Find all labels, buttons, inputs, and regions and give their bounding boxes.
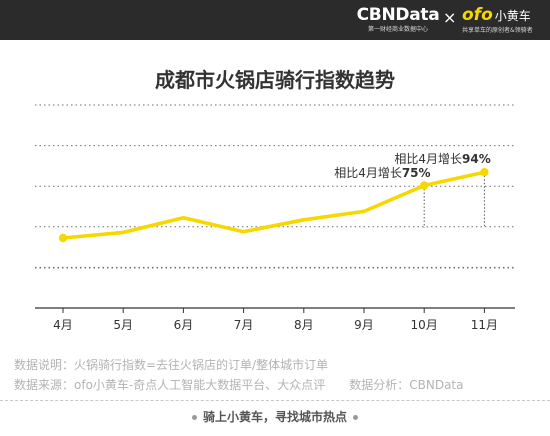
cross-icon: ×: [443, 8, 457, 27]
series-layer: [61, 170, 487, 240]
data-point: [241, 229, 246, 234]
x-axis-ticks: 4月 5月 6月 7月 8月 9月 10月 11月: [53, 308, 498, 332]
data-point: [181, 215, 186, 220]
chart-title: 成都市火锅店骑行指数趋势: [155, 68, 395, 92]
data-point: [58, 233, 68, 243]
highlight-points: [58, 168, 489, 243]
ofo-logo-word: ofo: [462, 5, 493, 25]
ofo-logo: ofo 小黄车 共享单车的原创者&领骑者: [462, 6, 542, 35]
annotation-value: 75%: [401, 165, 431, 180]
header-bar: CBNData 第一财经商业数据中心 × ofo 小黄车 共享单车的原创者&领骑者: [0, 0, 550, 40]
x-tick-label: 7月: [234, 318, 254, 332]
data-point: [302, 218, 306, 222]
annotation-label: 相比4月增长94%: [394, 150, 490, 167]
data-point: [121, 230, 125, 235]
annotation-guides: [423, 172, 485, 228]
series-line: [61, 170, 487, 240]
bullet-icon: [353, 415, 358, 420]
cbndata-logo-subtitle: 第一财经商业数据中心: [367, 26, 428, 33]
ofo-logo-cn: 小黄车: [494, 9, 531, 23]
x-tick-label: 8月: [294, 318, 314, 332]
bullet-icon: [191, 415, 197, 420]
x-tick-label: 6月: [174, 318, 194, 332]
data-analysis: 数据分析：CBNData: [349, 378, 464, 392]
grid-lines: [35, 104, 515, 309]
x-tick-label: 10月: [411, 318, 438, 332]
data-description: 数据说明：火锅骑行指数=去往火锅店的订单/整体城市订单: [14, 358, 329, 372]
ofo-logo-subtitle: 共享单车的原创者&领骑者: [462, 27, 533, 34]
annotation-value: 94%: [462, 152, 491, 167]
annotation-text: 相比4月增长: [394, 152, 463, 167]
x-tick-label: 9月: [354, 318, 374, 332]
line-chart: 4月 5月 6月 7月 8月 9月 10月 11月: [35, 104, 515, 332]
cbndata-logo: CBNData 第一财经商业数据中心: [356, 6, 440, 34]
annotation-text: 相比4月增长: [334, 165, 402, 180]
data-point: [480, 168, 489, 177]
x-tick-label: 5月: [113, 318, 133, 332]
annotation-label: 相比4月增长75%: [334, 164, 430, 181]
footer: 骑上小黄车，寻找城市热点: [0, 408, 550, 425]
footer-slogan: 骑上小黄车，寻找城市热点: [202, 410, 347, 424]
divider: [0, 400, 550, 401]
cbndata-logo-text: CBNData: [356, 5, 440, 25]
notes: 数据说明：火锅骑行指数=去往火锅店的订单/整体城市订单 数据来源：ofo小黄车-…: [14, 355, 534, 395]
x-tick-label: 11月: [471, 318, 498, 332]
x-tick-label: 4月: [53, 318, 73, 332]
data-point: [420, 181, 429, 190]
data-source: 数据来源：ofo小黄车-奇点人工智能大数据平台、大众点评: [14, 378, 326, 392]
data-point: [362, 209, 366, 214]
